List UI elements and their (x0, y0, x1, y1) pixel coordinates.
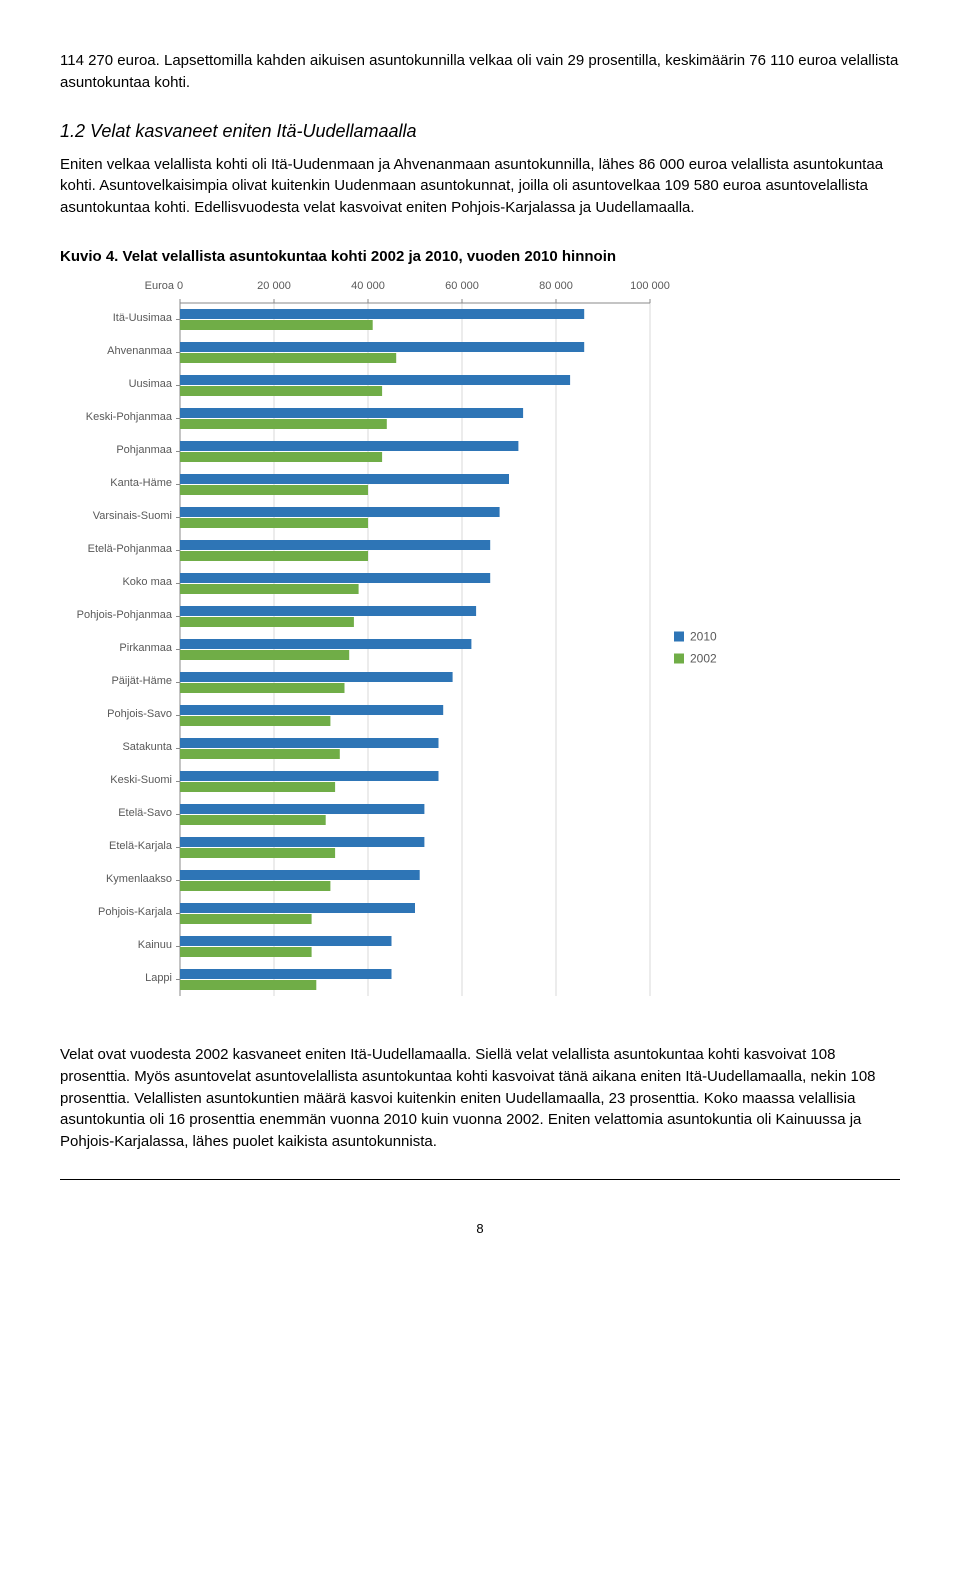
bar-2002 (180, 419, 387, 429)
category-label: Uusimaa (129, 378, 173, 390)
page-number: 8 (60, 1220, 900, 1239)
category-label: Päijät-Häme (111, 675, 172, 687)
bar-2002 (180, 848, 335, 858)
bar-2002 (180, 914, 312, 924)
intro-p2: Eniten velkaa velallista kohti oli Itä-U… (60, 154, 900, 219)
category-label: Koko maa (122, 576, 172, 588)
category-label: Keski-Suomi (110, 774, 172, 786)
outro-p: Velat ovat vuodesta 2002 kasvaneet enite… (60, 1044, 900, 1153)
category-label: Varsinais-Suomi (93, 510, 172, 522)
bar-2002 (180, 749, 340, 759)
bar-2010 (180, 672, 453, 682)
x-tick-label: 100 000 (630, 280, 670, 292)
chart-container: Euroa0 20 000 40 000 60 000 80 000 100 000 Itä… (60, 275, 900, 1006)
bar-2010 (180, 441, 518, 451)
bar-2002 (180, 881, 330, 891)
bar-2002 (180, 782, 335, 792)
category-label: Etelä-Karjala (109, 840, 173, 852)
bar-2002 (180, 386, 382, 396)
bar-2010 (180, 705, 443, 715)
x-tick-label: 0 (177, 280, 183, 292)
bar-chart: Euroa0 20 000 40 000 60 000 80 000 100 000 Itä… (60, 275, 760, 1006)
intro-block: 114 270 euroa. Lapsettomilla kahden aiku… (60, 50, 900, 219)
bar-2002 (180, 551, 368, 561)
category-label: Pohjois-Pohjanmaa (77, 609, 173, 621)
bar-2010 (180, 837, 424, 847)
bar-2010 (180, 771, 439, 781)
category-label: Pohjanmaa (116, 444, 173, 456)
legend-label: 2002 (690, 652, 717, 666)
bar-2010 (180, 936, 392, 946)
legend-label: 2010 (690, 630, 717, 644)
bar-2002 (180, 716, 330, 726)
bar-2002 (180, 980, 316, 990)
bar-2002 (180, 815, 326, 825)
bar-2002 (180, 485, 368, 495)
section-heading: 1.2 Velat kasvaneet eniten Itä-Uudellama… (60, 118, 900, 144)
category-label: Pirkanmaa (119, 642, 172, 654)
x-axis-title: Euroa (145, 280, 175, 292)
category-label: Pohjois-Karjala (98, 906, 173, 918)
category-label: Etelä-Savo (118, 807, 172, 819)
bar-2010 (180, 606, 476, 616)
category-label: Itä-Uusimaa (113, 312, 173, 324)
bar-2002 (180, 320, 373, 330)
bar-2010 (180, 309, 584, 319)
bar-2010 (180, 507, 500, 517)
x-tick-label: 60 000 (445, 280, 479, 292)
bar-2010 (180, 804, 424, 814)
legend-swatch (674, 654, 684, 664)
legend-swatch (674, 632, 684, 642)
x-tick-label: 40 000 (351, 280, 385, 292)
bar-2010 (180, 408, 523, 418)
category-label: Kanta-Häme (110, 477, 172, 489)
bar-2010 (180, 639, 471, 649)
bar-2002 (180, 683, 345, 693)
bar-2002 (180, 617, 354, 627)
bar-2010 (180, 870, 420, 880)
bar-2002 (180, 947, 312, 957)
bar-2010 (180, 738, 439, 748)
category-label: Lappi (145, 972, 172, 984)
category-label: Keski-Pohjanmaa (86, 411, 173, 423)
category-label: Ahvenanmaa (107, 345, 173, 357)
x-tick-label: 20 000 (257, 280, 291, 292)
category-label: Kymenlaakso (106, 873, 172, 885)
category-label: Kainuu (138, 939, 172, 951)
bar-2010 (180, 573, 490, 583)
bar-2010 (180, 903, 415, 913)
bar-2010 (180, 375, 570, 385)
intro-p1: 114 270 euroa. Lapsettomilla kahden aiku… (60, 50, 900, 94)
bar-2010 (180, 540, 490, 550)
bar-2002 (180, 452, 382, 462)
x-tick-label: 80 000 (539, 280, 573, 292)
bar-2002 (180, 584, 359, 594)
bar-2010 (180, 969, 392, 979)
bar-2010 (180, 474, 509, 484)
bar-2002 (180, 518, 368, 528)
bar-2002 (180, 650, 349, 660)
category-label: Satakunta (122, 741, 172, 753)
chart-caption: Kuvio 4. Velat velallista asuntokuntaa k… (60, 247, 900, 267)
category-label: Etelä-Pohjanmaa (88, 543, 173, 555)
separator (60, 1179, 900, 1180)
category-label: Pohjois-Savo (107, 708, 172, 720)
bar-2002 (180, 353, 396, 363)
bar-2010 (180, 342, 584, 352)
